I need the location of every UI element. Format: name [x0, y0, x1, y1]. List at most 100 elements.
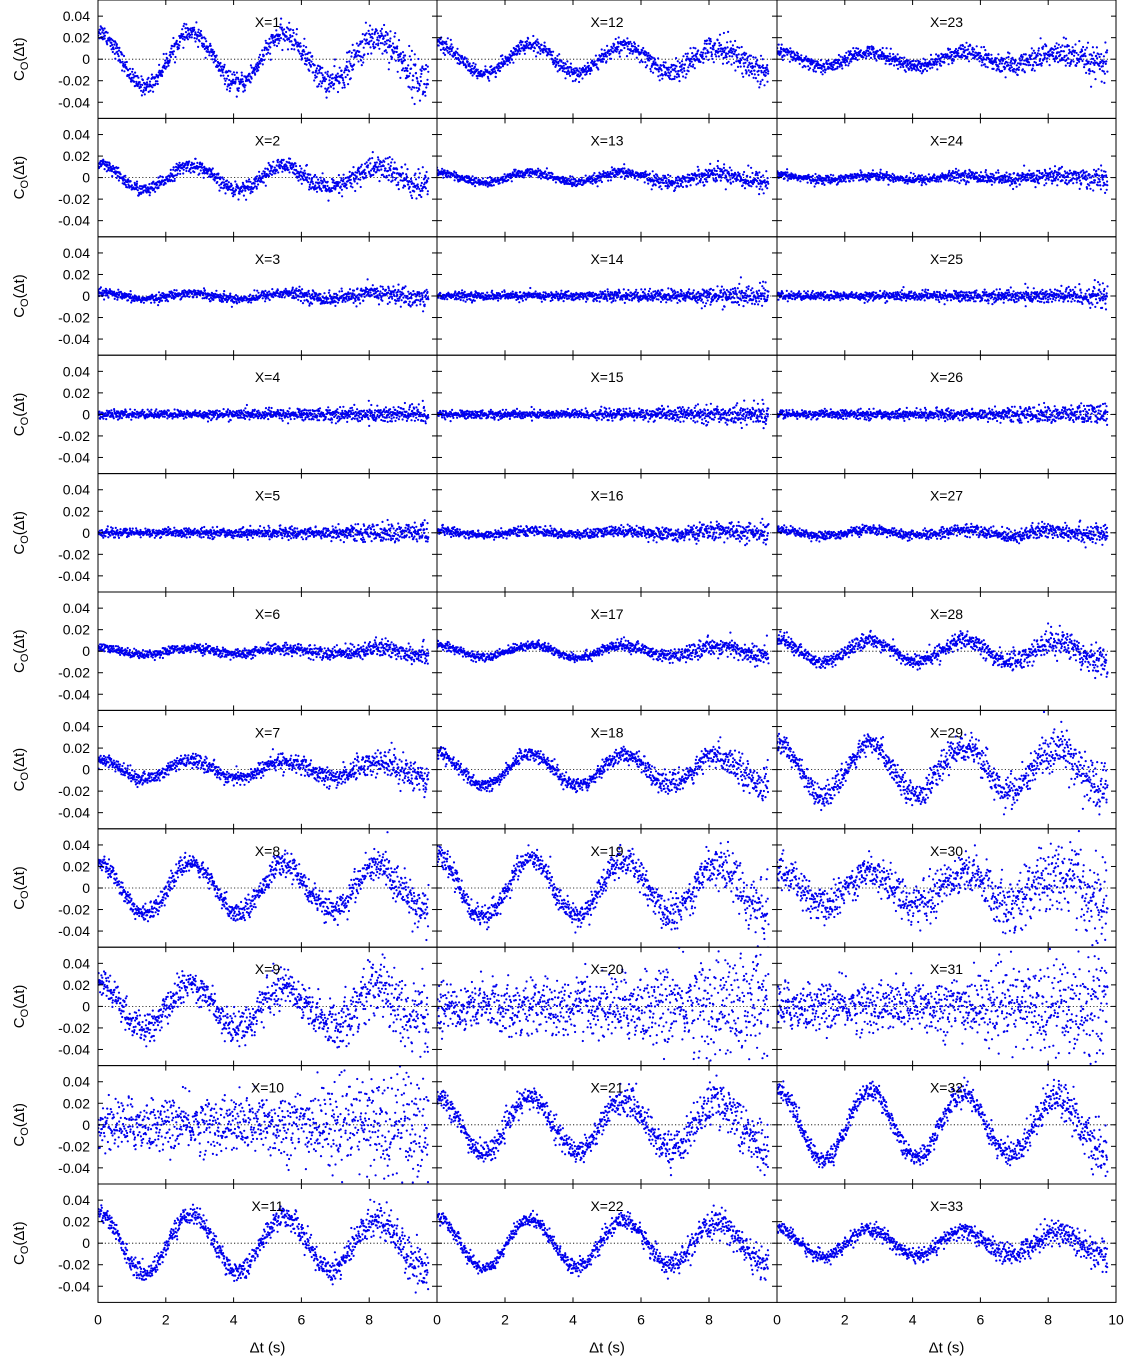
data-point: [417, 176, 420, 179]
data-point: [345, 295, 348, 298]
data-point: [165, 52, 168, 56]
data-point: [102, 160, 105, 163]
data-point: [308, 59, 311, 62]
data-point: [400, 299, 403, 302]
data-point: [383, 43, 386, 46]
data-point: [229, 533, 232, 537]
data-point: [289, 526, 292, 529]
scatter-series: [98, 151, 430, 202]
data-point: [349, 292, 352, 295]
data-point: [263, 295, 266, 298]
data-point: [375, 43, 378, 46]
data-point: [211, 526, 214, 529]
data-point: [232, 195, 235, 198]
data-point: [265, 53, 268, 56]
data-point: [272, 160, 275, 163]
data-point: [291, 296, 294, 299]
data-point: [211, 535, 214, 538]
data-point: [312, 290, 315, 293]
data-point: [229, 70, 232, 73]
data-point: [396, 297, 399, 300]
data-point: [207, 536, 210, 539]
data-point: [321, 66, 324, 69]
data-point: [336, 301, 340, 304]
data-point: [342, 173, 345, 176]
data-point: [247, 188, 250, 191]
data-point: [305, 163, 308, 167]
data-point: [408, 44, 411, 48]
data-point: [367, 418, 370, 421]
data-point: [378, 535, 381, 539]
data-point: [283, 39, 286, 42]
data-point: [413, 86, 416, 89]
data-point: [325, 527, 328, 530]
data-point: [425, 64, 428, 67]
data-point: [354, 174, 357, 177]
data-point: [352, 412, 355, 415]
data-point: [390, 420, 393, 423]
data-point: [315, 69, 318, 72]
data-point: [353, 63, 356, 66]
data-point: [249, 81, 252, 84]
data-point: [193, 527, 196, 531]
data-point: [381, 539, 384, 542]
y-tick-label: 0: [82, 51, 90, 67]
data-point: [303, 37, 306, 40]
data-point: [257, 69, 260, 72]
data-point: [230, 184, 233, 187]
data-point: [361, 293, 364, 296]
data-point: [150, 408, 153, 411]
data-point: [371, 157, 374, 160]
data-point: [301, 288, 304, 291]
data-point: [104, 535, 107, 538]
data-point: [424, 176, 427, 179]
data-point: [168, 61, 171, 64]
data-point: [288, 530, 291, 534]
data-point: [287, 532, 290, 535]
scatter-series: [98, 278, 430, 313]
data-point: [113, 536, 117, 539]
data-point: [401, 69, 404, 72]
data-point: [319, 293, 322, 296]
data-point: [302, 44, 305, 47]
data-point: [101, 534, 104, 538]
data-point: [311, 55, 314, 58]
data-point: [388, 416, 391, 419]
data-point: [218, 410, 221, 413]
data-point: [283, 28, 286, 31]
data-point: [295, 165, 298, 168]
data-point: [131, 70, 134, 73]
data-point: [271, 37, 274, 40]
data-point: [292, 411, 295, 414]
data-point: [167, 526, 170, 529]
data-point: [178, 44, 181, 47]
data-point: [148, 183, 151, 186]
data-point: [232, 78, 235, 81]
data-point: [257, 183, 260, 186]
data-point: [130, 533, 133, 536]
data-point: [356, 294, 359, 297]
data-point: [202, 176, 205, 179]
data-point: [278, 33, 281, 36]
data-point: [227, 415, 230, 418]
data-point: [335, 74, 338, 77]
data-point: [365, 174, 368, 177]
data-point: [261, 535, 264, 538]
data-point: [125, 410, 128, 413]
data-point: [392, 285, 395, 288]
data-point: [169, 295, 172, 298]
data-point: [256, 412, 259, 415]
data-point: [411, 96, 414, 99]
data-point: [403, 59, 406, 62]
data-point: [271, 165, 274, 168]
data-point: [290, 162, 294, 165]
data-point: [398, 58, 401, 61]
data-point: [306, 295, 309, 298]
data-point: [188, 295, 191, 298]
data-point: [269, 46, 272, 49]
data-point: [311, 413, 314, 416]
data-point: [336, 180, 339, 184]
data-point: [312, 71, 315, 74]
data-point: [182, 172, 185, 175]
data-point: [362, 536, 365, 539]
